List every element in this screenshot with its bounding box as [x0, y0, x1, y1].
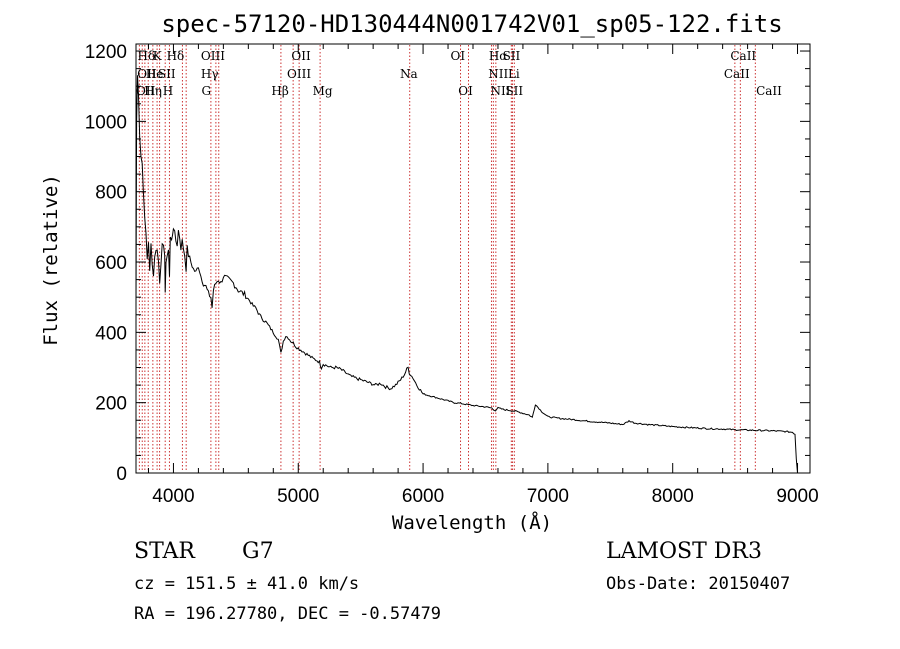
x-tick-label: 7000 — [527, 486, 569, 507]
spectral-line-label: NII — [490, 84, 510, 98]
x-tick-label: 4000 — [152, 486, 194, 507]
spectral-line-label: Hη — [144, 84, 162, 98]
spectral-line-label: G — [202, 84, 212, 98]
y-axis-title: Flux (relative) — [40, 174, 62, 346]
y-tick-label: 800 — [95, 183, 127, 204]
spectral-line-label: SII — [158, 67, 176, 81]
redshift-readout: cz = 151.5 ± 41.0 km/s — [134, 574, 359, 594]
chart-title: spec-57120-HD130444N001742V01_sp05-122.f… — [161, 10, 782, 38]
spectral-line-label: H — [163, 84, 173, 98]
spectral-line-label: Hδ — [137, 49, 155, 63]
spectral-line-label: Hβ — [271, 84, 288, 98]
spectral-line-label: K — [153, 49, 163, 63]
y-tick-label: 400 — [95, 323, 127, 344]
x-axis-title: Wavelength (Å) — [392, 511, 552, 534]
coordinates: RA = 196.27780, DEC = -0.57479 — [134, 604, 441, 624]
spectral-line-label: OII — [137, 67, 157, 81]
spectral-line-label: CaII — [756, 84, 782, 98]
spectral-line-label: OII — [291, 49, 311, 63]
spectral-line-label: He — [146, 67, 164, 81]
spectral-line-label: NII — [488, 67, 508, 81]
spectral-line-label: CaII — [730, 49, 756, 63]
spectral-line-markers — [138, 45, 756, 472]
y-tick-label: 1200 — [85, 42, 127, 63]
spectrum-line — [135, 75, 798, 474]
spectral-line-label: OI — [458, 84, 473, 98]
y-tick-label: 0 — [116, 464, 127, 485]
y-axis-ticks: 0 200 400 600 800 1000 1200 — [85, 42, 810, 485]
spectral-line-label: CaII — [724, 67, 750, 81]
obs-date: Obs-Date: 20150407 — [606, 574, 790, 594]
x-tick-label: 8000 — [652, 486, 694, 507]
spectral-line-label: Na — [400, 67, 418, 81]
y-tick-label: 1000 — [85, 112, 127, 133]
spectral-line-label: OI — [451, 49, 466, 63]
spectral-line-label: Hα — [489, 49, 508, 63]
spectral-line-label: OIII — [287, 67, 311, 81]
object-subclass: G7 — [242, 539, 274, 564]
y-tick-label: 600 — [95, 253, 127, 274]
info-panel: STAR G7 LAMOST DR3 cz = 151.5 ± 41.0 km/… — [134, 539, 790, 624]
x-tick-label: 6000 — [402, 486, 444, 507]
survey-name: LAMOST DR3 — [606, 539, 762, 564]
x-tick-label: 9000 — [776, 486, 818, 507]
plot-frame — [135, 43, 811, 474]
spectral-line-label: Mg — [313, 84, 333, 98]
spectral-line-label: Li — [508, 67, 520, 81]
object-class: STAR — [134, 539, 196, 564]
spectral-line-label: Hδ — [167, 49, 185, 63]
spectral-line-label: OII — [136, 84, 156, 98]
spectral-line-label: OIII — [201, 49, 225, 63]
x-axis-ticks: 4000 5000 6000 7000 8000 9000 — [147, 44, 819, 507]
y-tick-label: 200 — [95, 394, 127, 415]
x-tick-label: 5000 — [277, 486, 319, 507]
spectral-line-label: Hγ — [201, 67, 219, 81]
spectral-line-label: SII — [503, 49, 521, 63]
spectral-line-label: SII — [505, 84, 523, 98]
